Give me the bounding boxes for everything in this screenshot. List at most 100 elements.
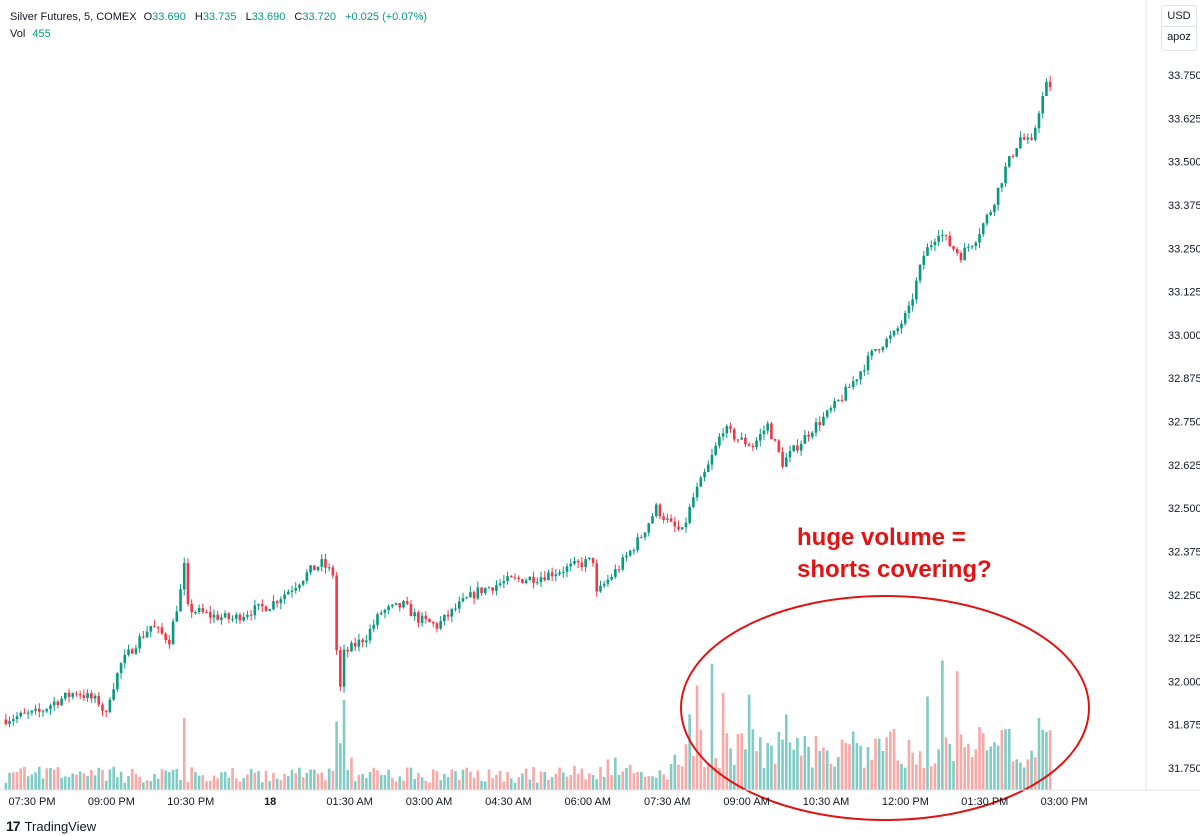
volume-bar xyxy=(710,664,714,790)
volume-bar xyxy=(680,766,684,790)
candle-body xyxy=(706,464,710,472)
volume-bar xyxy=(1045,732,1048,790)
volume-bar xyxy=(101,770,104,790)
candle-body xyxy=(941,235,944,237)
volume-bar xyxy=(179,779,182,790)
legend-vol-label: Vol xyxy=(10,28,26,40)
candle-body xyxy=(372,624,376,629)
volume-bar xyxy=(602,777,606,790)
volume-bar xyxy=(305,772,309,790)
volume-bar xyxy=(673,754,677,790)
volume-bar xyxy=(190,767,193,790)
candle-body xyxy=(840,399,844,401)
volume-bar xyxy=(301,777,305,790)
candle-body xyxy=(900,323,903,329)
legend-symbol[interactable]: Silver Futures, 5, COMEX xyxy=(10,11,137,23)
candle-body xyxy=(569,563,573,567)
candle-body xyxy=(82,695,86,699)
candle-body xyxy=(848,386,851,388)
candle-body xyxy=(208,612,212,618)
candle-body xyxy=(784,457,788,467)
volume-bar xyxy=(554,773,558,790)
candle-body xyxy=(699,477,703,487)
scale-mode-label[interactable]: apoz xyxy=(1167,31,1191,43)
candle-body xyxy=(190,603,193,613)
volume-bar xyxy=(640,771,643,790)
candle-body xyxy=(632,550,636,552)
volume-bar xyxy=(565,776,569,790)
legend-open-value: 33.690 xyxy=(152,11,186,23)
candle-body xyxy=(513,577,517,579)
currency-label[interactable]: USD xyxy=(1162,6,1196,27)
candle-body xyxy=(614,569,617,577)
candle-body xyxy=(234,614,238,619)
candle-body xyxy=(762,430,766,435)
candle-body xyxy=(227,613,231,619)
candle-body xyxy=(684,522,688,528)
volume-bar xyxy=(636,772,639,790)
volume-bar xyxy=(1037,718,1041,790)
candle-body xyxy=(487,587,491,589)
time-tick-label: 07:30 PM xyxy=(8,796,55,808)
volume-bar xyxy=(517,777,521,790)
candle-body xyxy=(692,497,695,507)
volume-bar xyxy=(242,778,246,790)
price-tick-label: 33.750 xyxy=(1168,70,1200,82)
candle-body xyxy=(595,563,599,592)
candle-body xyxy=(279,599,283,604)
volume-bar xyxy=(963,747,966,790)
tradingview-logo-icon[interactable]: 17 xyxy=(6,818,21,834)
tradingview-brand[interactable]: TradingView xyxy=(24,818,97,834)
candle-body xyxy=(216,614,219,620)
price-tick-label: 33.500 xyxy=(1168,157,1200,169)
candle-body xyxy=(565,566,569,572)
candle-body xyxy=(844,386,848,401)
candle-body xyxy=(822,416,825,426)
candle-body xyxy=(539,577,543,583)
candle-body xyxy=(509,576,513,578)
candle-body xyxy=(647,523,651,533)
volume-bar xyxy=(695,685,699,790)
candle-body xyxy=(915,280,918,300)
candle-body xyxy=(90,693,93,699)
candle-body xyxy=(1011,156,1015,158)
candle-body xyxy=(1026,137,1030,140)
candle-body xyxy=(480,587,483,594)
volume-bar xyxy=(718,767,721,790)
candle-body xyxy=(171,621,175,645)
candle-body xyxy=(558,572,561,575)
volume-bar xyxy=(182,718,186,790)
candle-body xyxy=(981,223,985,235)
volume-bar xyxy=(227,777,231,790)
volume-bar xyxy=(104,780,108,790)
volume-bar xyxy=(483,781,487,790)
candle-body xyxy=(829,408,833,411)
candle-body xyxy=(851,381,855,388)
time-tick-label: 09:00 AM xyxy=(723,796,769,808)
candle-body xyxy=(628,550,632,556)
candle-body xyxy=(521,579,524,584)
volume-bar xyxy=(316,773,320,790)
candle-body xyxy=(23,712,26,714)
volume-bar xyxy=(662,774,665,790)
volume-bar xyxy=(736,734,740,790)
candle-body xyxy=(855,379,859,382)
time-tick-label: 10:30 AM xyxy=(803,796,849,808)
candle-body xyxy=(439,621,442,629)
price-tick-label: 33.125 xyxy=(1168,287,1200,299)
volume-bar xyxy=(391,777,394,790)
volume-bar xyxy=(1019,762,1022,790)
scale-settings[interactable]: USD apoz xyxy=(1161,5,1197,51)
candle-body xyxy=(186,563,190,604)
volume-bar xyxy=(907,739,911,790)
candle-body xyxy=(465,597,468,599)
volume-bar xyxy=(205,781,208,790)
volume-bar xyxy=(751,729,755,790)
footer[interactable]: 17 TradingView xyxy=(6,818,96,834)
candle-body xyxy=(435,623,439,629)
candle-body xyxy=(309,565,312,573)
candle-body xyxy=(428,618,431,623)
volume-bar xyxy=(346,770,350,790)
legend-change: +0.025 (+0.07%) xyxy=(345,11,428,23)
